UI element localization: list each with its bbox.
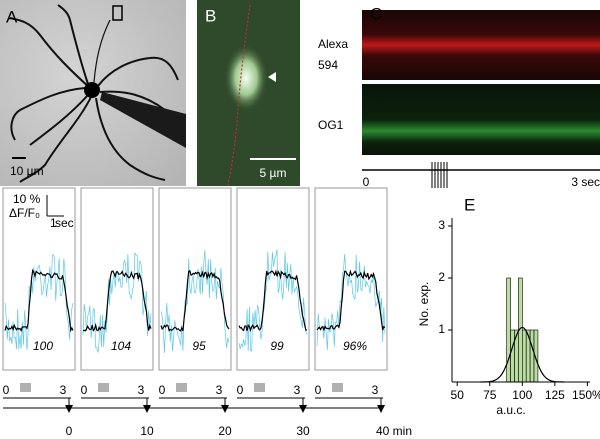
gaussian-fit: [480, 326, 564, 383]
timeline-label: 20: [218, 424, 232, 438]
trace-value: 96%: [343, 339, 367, 353]
y-axis-label: No. exp.: [417, 282, 431, 327]
trial-tick-label: 3: [138, 383, 145, 397]
trace-mean: [316, 269, 386, 332]
panel-a: A 10 µm: [0, 0, 186, 186]
hist-bar: [522, 329, 527, 383]
arrow-head: [377, 405, 385, 413]
trial-tick-label: 0: [3, 383, 10, 397]
trace-mean: [4, 268, 74, 333]
trace-value: 100: [33, 339, 53, 353]
trial-tick-label: 3: [294, 383, 301, 397]
x-tick-label: 100: [512, 388, 532, 402]
scale-label: 1: [50, 216, 57, 230]
trace-raw: [316, 254, 386, 350]
trial-tick-label: 0: [159, 383, 166, 397]
trace-mean: [82, 270, 152, 332]
panel-b: B 5 µm: [197, 0, 300, 186]
y-tick-label: 3: [438, 218, 445, 232]
stim-box: [332, 383, 343, 392]
panel-c: C Alexa 594 OG1 0 3 sec: [318, 4, 600, 189]
x-axis-label: a.u.c.: [496, 403, 525, 417]
y-tick-label: 1: [438, 322, 445, 336]
arrow-head: [143, 405, 151, 413]
trace-raw: [160, 250, 230, 353]
trace-value: 104: [111, 339, 131, 353]
arrow-head: [299, 405, 307, 413]
trial-tick-label: 3: [216, 383, 223, 397]
stim-box: [98, 383, 109, 392]
scale-label: 5 µm: [260, 166, 287, 180]
axis-label: 0: [363, 175, 370, 189]
row-label: Alexa: [318, 37, 348, 51]
linescan-red: [362, 10, 600, 80]
x-tick-label: 50: [451, 388, 465, 402]
scale-label: 10 µm: [10, 164, 44, 178]
timeline-label: 0: [66, 424, 73, 438]
x-tick-label: 150%: [572, 388, 600, 402]
trial-tick-label: 0: [81, 383, 88, 397]
timeline-label: 30: [296, 424, 310, 438]
scale-label: sec: [55, 216, 74, 230]
row-label: OG1: [318, 118, 344, 132]
x-tick-label: 75: [483, 388, 497, 402]
trace-value: 95: [192, 339, 206, 353]
scale-label: ΔF/F₀: [9, 206, 40, 220]
trial-tick-label: 3: [60, 383, 67, 397]
panel-letter: A: [6, 7, 18, 26]
stim-box: [20, 383, 31, 392]
trace-raw: [238, 249, 308, 352]
panel-letter: C: [370, 4, 382, 23]
stim-box: [176, 383, 187, 392]
panel-e: E 1 2 3 50 75 100 125 150% a.u.c. No. exp.: [417, 195, 600, 417]
trace-value: 99: [270, 339, 284, 353]
panel-letter: B: [205, 6, 216, 25]
trace-mean: [160, 269, 230, 332]
pipette: [100, 92, 186, 148]
row-label: 594: [318, 58, 338, 72]
timeline-label: 40 min: [376, 424, 412, 438]
timeline-label: 10: [140, 424, 154, 438]
x-tick-label: 125: [545, 388, 565, 402]
axis-label: 3 sec: [571, 175, 600, 189]
hist-bar: [529, 329, 535, 383]
scale-label: 10 %: [13, 192, 41, 206]
trace-mean: [238, 269, 308, 333]
dendrites: [9, 4, 179, 183]
trial-tick-label: 0: [315, 383, 322, 397]
panel-letter: E: [464, 195, 475, 214]
linescan-green: [362, 84, 600, 155]
arrow-head: [221, 405, 229, 413]
y-tick-label: 2: [438, 270, 445, 284]
arrow-head: [65, 405, 73, 413]
hist-bar: [510, 329, 515, 383]
hist-bar: [506, 277, 511, 383]
stim-ticks: [431, 162, 448, 188]
trial-tick-label: 3: [372, 383, 379, 397]
stim-box: [254, 383, 265, 392]
trace-raw: [4, 253, 74, 350]
trial-tick-label: 0: [237, 383, 244, 397]
